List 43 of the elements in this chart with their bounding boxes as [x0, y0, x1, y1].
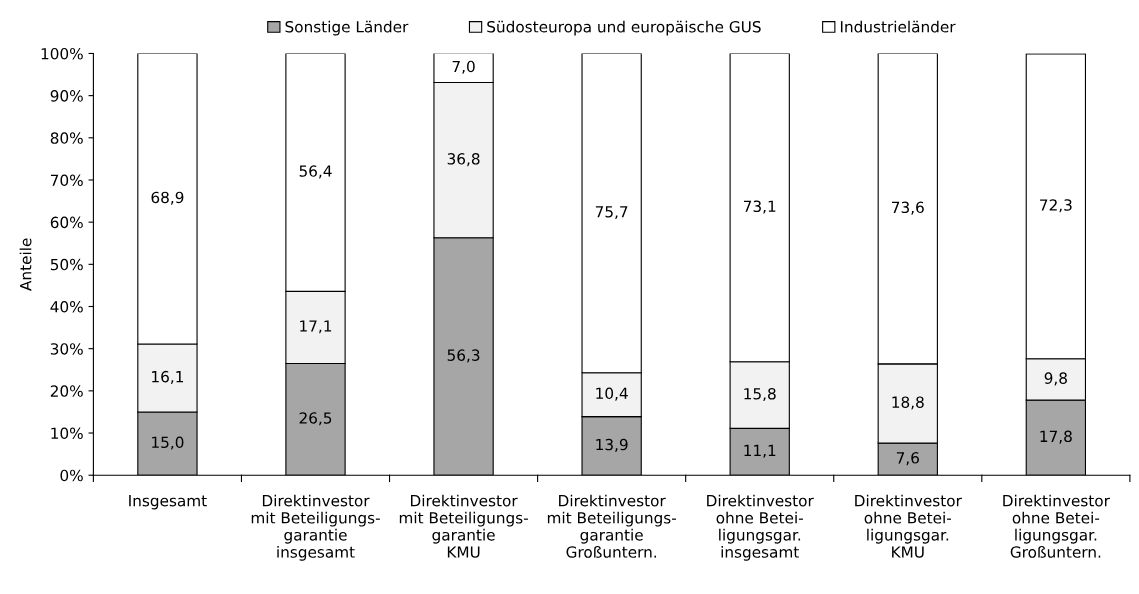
- y-tick-label: 30%: [50, 343, 83, 355]
- x-tick-label: Insgesamt: [129, 495, 207, 510]
- x-tick-label: Direktinvestor mit Beteiligungs- garantie insgesamt: [251, 494, 380, 561]
- data-label: 16,1: [152, 370, 184, 384]
- data-label: 73,1: [743, 200, 776, 214]
- x-tick-label: Direktinvestor ohne Betei- ligungsgar. KMU: [855, 494, 962, 558]
- legend-label: Südosteuropa und europäische GUS: [487, 20, 761, 36]
- data-label: 56,4: [299, 165, 332, 179]
- data-label: 17,8: [1040, 430, 1072, 444]
- data-label: 75,7: [595, 206, 628, 220]
- data-label: 13,9: [596, 438, 628, 452]
- data-label: 7,0: [452, 60, 475, 74]
- x-tick-label: Direktinvestor mit Beteiligungs- garantie KMU: [399, 494, 528, 558]
- data-label: 26,5: [299, 412, 332, 426]
- data-label: 68,9: [151, 191, 184, 205]
- data-label: 72,3: [1040, 199, 1072, 213]
- y-tick-label: 50%: [50, 258, 83, 271]
- data-label: 17,1: [300, 320, 332, 334]
- y-tick-label: 10%: [51, 427, 83, 440]
- data-label: 7,6: [896, 452, 919, 466]
- y-tick-label: 60%: [50, 216, 83, 229]
- y-tick-label: 70%: [50, 174, 83, 186]
- y-tick-label: 80%: [50, 132, 83, 144]
- y-tick-label: 40%: [50, 300, 83, 313]
- x-tick-label: Direktinvestor ohne Betei- ligungsgar. insgesamt: [707, 494, 814, 561]
- legend-label: Sonstige Länder: [285, 20, 409, 36]
- y-tick-label: 90%: [50, 90, 83, 102]
- y-tick-label: 20%: [50, 385, 83, 397]
- data-label: 18,8: [892, 396, 924, 410]
- x-tick-label: Direktinvestor mit Beteiligungs- garantie Großuntern.: [547, 494, 676, 558]
- legend-label: Industrieländer: [840, 20, 956, 33]
- data-label: 36,8: [447, 153, 480, 167]
- data-label: 11,1: [744, 444, 776, 458]
- data-label: 73,6: [892, 201, 924, 215]
- y-axis-title: Anteile: [19, 238, 32, 291]
- data-label: 56,3: [447, 349, 480, 363]
- x-tick-label: Direktinvestor ohne Betei- ligungsgar. Großuntern.: [1003, 494, 1110, 558]
- data-label: 9,8: [1044, 372, 1067, 386]
- y-tick-label: 100%: [41, 47, 83, 60]
- data-label: 15,8: [744, 387, 776, 402]
- data-label: 10,4: [596, 387, 628, 401]
- data-label: 15,0: [152, 436, 184, 450]
- y-tick-label: 0%: [60, 469, 83, 482]
